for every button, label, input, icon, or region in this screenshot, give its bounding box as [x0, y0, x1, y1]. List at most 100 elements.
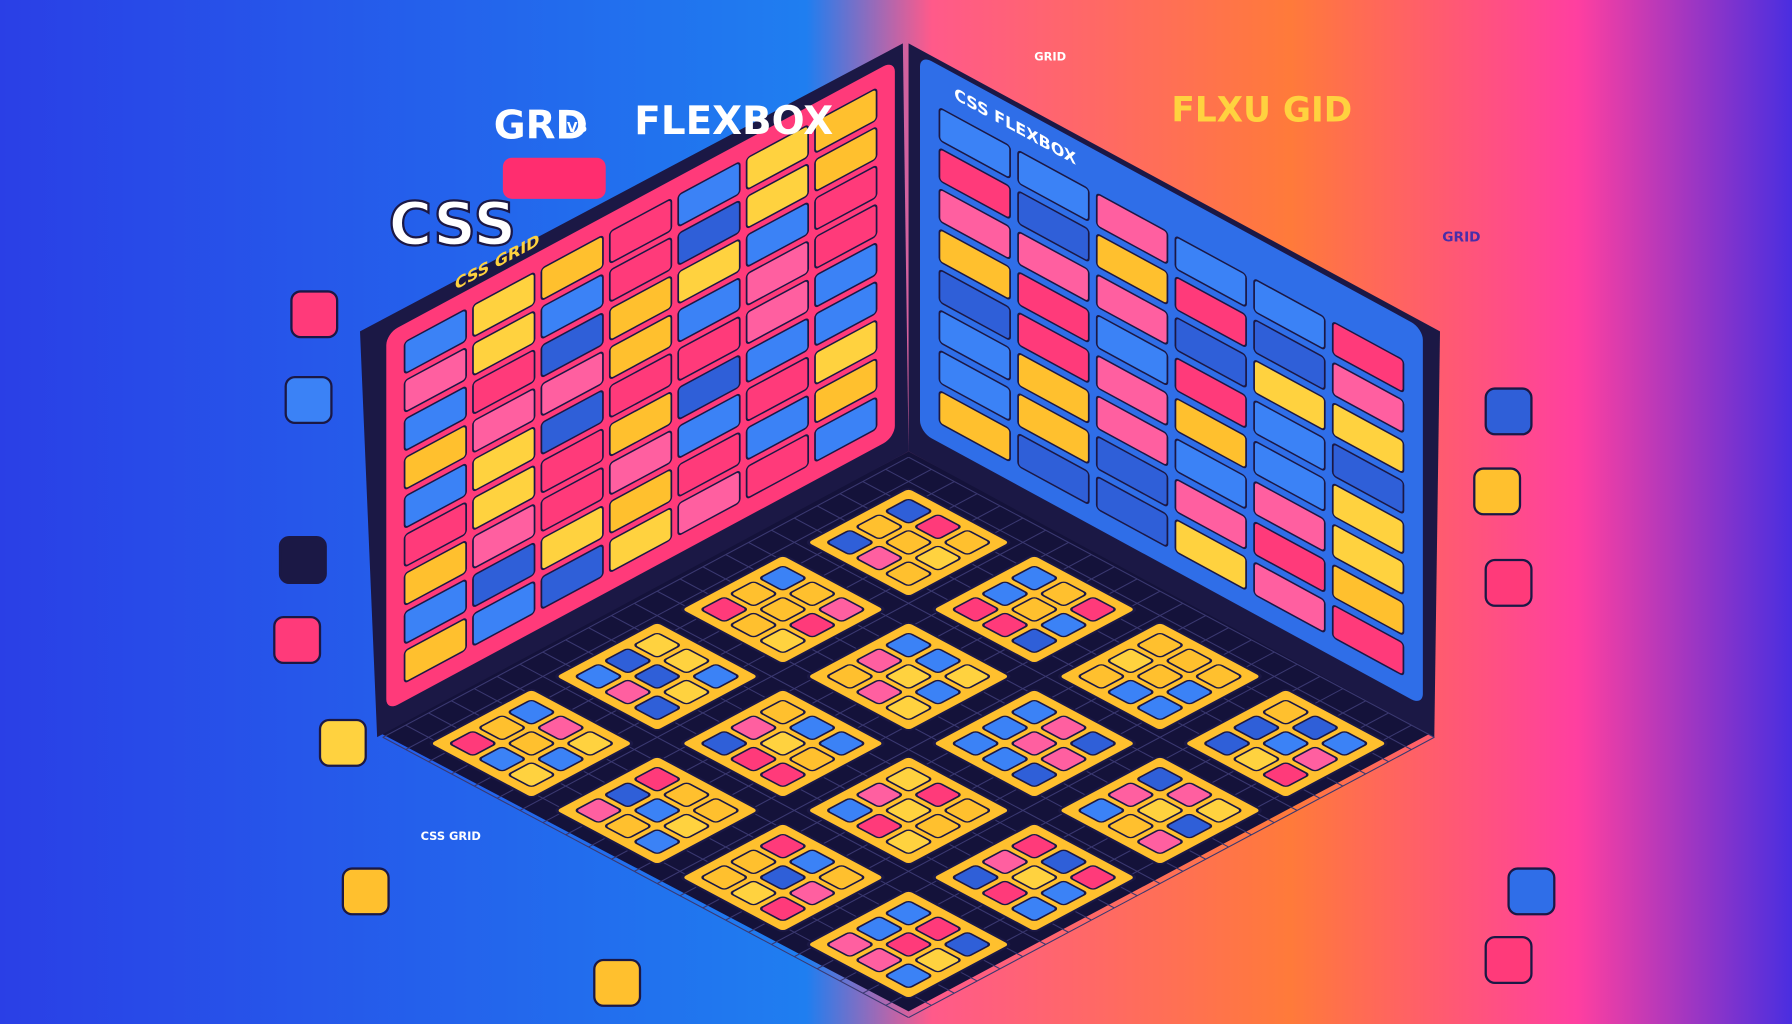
tile [1137, 664, 1183, 689]
tile [634, 767, 680, 792]
tile [403, 463, 467, 528]
tile [952, 597, 999, 622]
tile [856, 947, 903, 973]
tile [1070, 865, 1116, 890]
tile [403, 541, 467, 606]
tile [1292, 746, 1338, 772]
tile [856, 648, 903, 673]
tile [938, 229, 1011, 300]
title-css: CSS [389, 191, 517, 260]
tile [701, 597, 748, 622]
tile [608, 237, 673, 302]
tile [982, 849, 1028, 874]
tile [915, 648, 961, 673]
tile [1095, 193, 1169, 264]
tile [403, 309, 467, 374]
tile [760, 762, 806, 787]
tile [745, 202, 810, 267]
tile [745, 279, 810, 344]
tile [760, 628, 806, 653]
tile [1166, 679, 1213, 705]
tile [540, 274, 604, 339]
floor-line [885, 469, 1412, 750]
tile [789, 581, 836, 606]
tile [885, 963, 932, 988]
tile [760, 896, 806, 921]
tile [677, 393, 741, 458]
floor-grid [382, 456, 1435, 1018]
tile [856, 545, 903, 571]
tile [403, 579, 467, 644]
tile [856, 679, 903, 705]
tile [1253, 400, 1326, 471]
tile [567, 731, 613, 756]
icon [1507, 867, 1556, 916]
tile [634, 664, 680, 689]
tile [1011, 731, 1058, 756]
tile [677, 316, 741, 381]
tile [1174, 357, 1247, 428]
tile [1137, 767, 1183, 792]
tile [1095, 315, 1169, 386]
tile [540, 467, 604, 532]
tile [915, 813, 961, 839]
tile [663, 679, 710, 705]
tile [938, 391, 1011, 462]
tile [677, 278, 741, 343]
tile [1011, 834, 1058, 859]
tile [1017, 353, 1090, 424]
tile [663, 648, 710, 673]
tile [449, 731, 496, 756]
tile [1331, 362, 1405, 433]
tile [508, 700, 555, 725]
tile [915, 782, 961, 807]
floor-line [770, 663, 1298, 945]
tile [1174, 276, 1247, 347]
tile [1017, 150, 1090, 221]
tile [634, 633, 680, 658]
tile [1331, 564, 1405, 635]
tile [827, 932, 873, 957]
tile [608, 507, 673, 572]
tile [1195, 798, 1242, 823]
tile [1137, 633, 1183, 658]
tile [745, 318, 810, 383]
tile [472, 581, 536, 646]
tile [677, 355, 741, 420]
tile [814, 358, 878, 423]
tile [608, 392, 673, 457]
tile [745, 395, 810, 460]
tile [885, 932, 932, 957]
tile [403, 618, 467, 683]
tile [938, 188, 1011, 260]
tile [1011, 865, 1058, 890]
tile [677, 200, 741, 265]
tile [1174, 398, 1247, 469]
tile [472, 465, 536, 530]
floor-line [519, 529, 1047, 811]
tile [472, 542, 536, 607]
tile [403, 386, 467, 451]
tile [760, 597, 806, 622]
tile [608, 430, 673, 495]
tile [540, 506, 604, 571]
tile [1040, 746, 1087, 772]
tile [730, 746, 777, 772]
tile [1331, 605, 1405, 676]
tile [403, 425, 467, 490]
floor-line [770, 529, 1298, 811]
icon [318, 718, 367, 767]
tile [982, 581, 1028, 606]
tile [730, 612, 777, 638]
tile [1095, 274, 1169, 345]
tile [1321, 731, 1368, 756]
tile [789, 612, 836, 638]
tile [1233, 715, 1280, 740]
tile [677, 239, 741, 304]
tile [1095, 395, 1169, 466]
tile [1040, 715, 1087, 740]
icon [1484, 558, 1533, 607]
tile [1107, 648, 1154, 673]
